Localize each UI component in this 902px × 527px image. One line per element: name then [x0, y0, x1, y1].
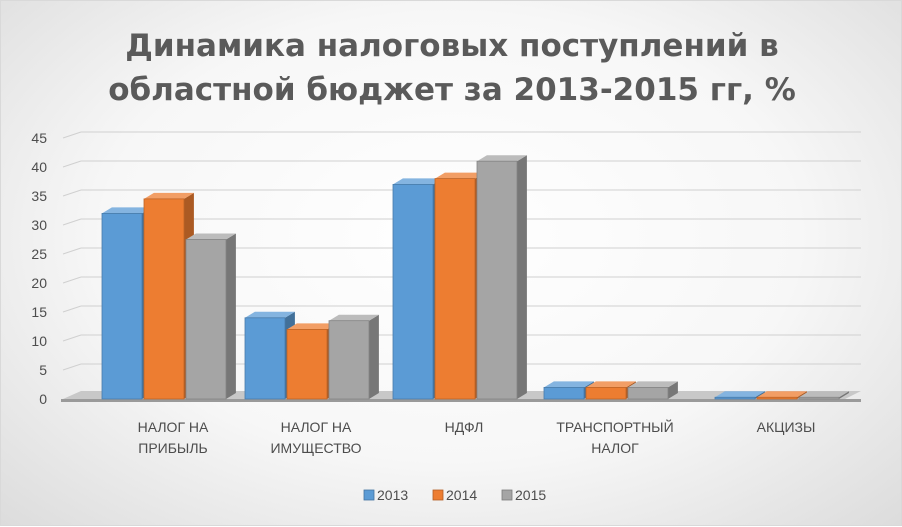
legend-item-2015: 2015: [501, 487, 546, 503]
bar-front: [143, 198, 185, 400]
bar-front: [434, 178, 476, 400]
gridline-depth: [62, 305, 82, 313]
y-tick-label: 20: [31, 275, 47, 291]
bar-front: [543, 386, 585, 400]
bar-top: [799, 391, 849, 398]
category-label: ИМУЩЕСТВО: [270, 440, 361, 456]
gridline-depth: [62, 189, 82, 197]
category-label: НАЛОГ НА: [138, 419, 209, 435]
y-tick-label: 40: [31, 159, 47, 175]
bar-front: [185, 239, 227, 400]
gridline-depth: [62, 247, 82, 255]
bar-top: [245, 311, 295, 318]
bar-front: [244, 317, 286, 400]
bar-front: [798, 396, 840, 400]
bar-side: [517, 155, 527, 399]
bar-top: [586, 381, 636, 388]
y-tick-label: 10: [31, 333, 47, 349]
category-label: НАЛОГ НА: [281, 419, 352, 435]
bar-front: [101, 212, 143, 400]
chart-floor-edge: [61, 399, 861, 402]
bar-2015-1: [328, 314, 379, 400]
y-tick-label: 15: [31, 304, 47, 320]
bar-top: [715, 391, 765, 398]
bar-top: [144, 192, 194, 199]
y-tick-label: 5: [39, 362, 47, 378]
gridline-depth: [62, 218, 82, 226]
category-label: НАЛОГ: [591, 440, 639, 456]
legend-label: 2014: [446, 487, 477, 503]
bar-side: [839, 391, 849, 399]
chart-title-line-2: областной бюджет за 2013-2015 гг, %: [108, 72, 796, 108]
bar-front: [585, 386, 627, 400]
y-tick-label: 0: [39, 391, 47, 407]
category-label: ПРИБЫЛЬ: [138, 440, 207, 456]
bar-front: [714, 396, 756, 400]
bar-2015-2: [476, 155, 527, 400]
legend-swatch: [363, 489, 375, 501]
bar-front: [286, 328, 328, 400]
bar-side: [226, 233, 236, 399]
bar-2015-4: [798, 391, 849, 400]
y-tick-label: 45: [31, 130, 47, 146]
bar-2015-0: [185, 233, 236, 400]
bar-side: [668, 381, 678, 399]
gridline-depth: [62, 160, 82, 168]
gridline-depth: [62, 363, 82, 371]
bar-top: [102, 207, 152, 214]
bar-top: [477, 155, 527, 162]
legend-swatch: [432, 489, 444, 501]
y-tick-label: 35: [31, 188, 47, 204]
bar-side: [369, 314, 379, 399]
bar-front: [756, 396, 798, 400]
bar-2015-3: [627, 381, 678, 400]
bar-front: [392, 183, 434, 400]
bar-front: [476, 160, 518, 400]
category-label: ТРАНСПОРТНЫЙ: [556, 418, 673, 435]
bar-top: [329, 314, 379, 321]
legend-item-2013: 2013: [363, 487, 408, 503]
bar-top: [628, 381, 678, 388]
legend-label: 2015: [515, 487, 546, 503]
bar-top: [435, 172, 485, 179]
legend-label: 2013: [377, 487, 408, 503]
bar-top: [757, 391, 807, 398]
bar-front: [328, 320, 370, 400]
chart-title-line-1: Динамика налоговых поступлений в: [125, 28, 778, 64]
gridline-depth: [62, 276, 82, 284]
legend-item-2014: 2014: [432, 487, 477, 503]
bar-top: [186, 233, 236, 240]
legend-swatch: [501, 489, 513, 501]
category-label: АКЦИЗЫ: [757, 419, 816, 435]
gridline-depth: [62, 334, 82, 342]
gridline-depth: [62, 131, 82, 139]
bar-top: [544, 381, 594, 388]
bar-top: [393, 178, 443, 185]
bar-front: [627, 386, 669, 400]
y-tick-label: 25: [31, 246, 47, 262]
bar-top: [287, 323, 337, 330]
category-label: НДФЛ: [445, 419, 484, 435]
y-tick-label: 30: [31, 217, 47, 233]
